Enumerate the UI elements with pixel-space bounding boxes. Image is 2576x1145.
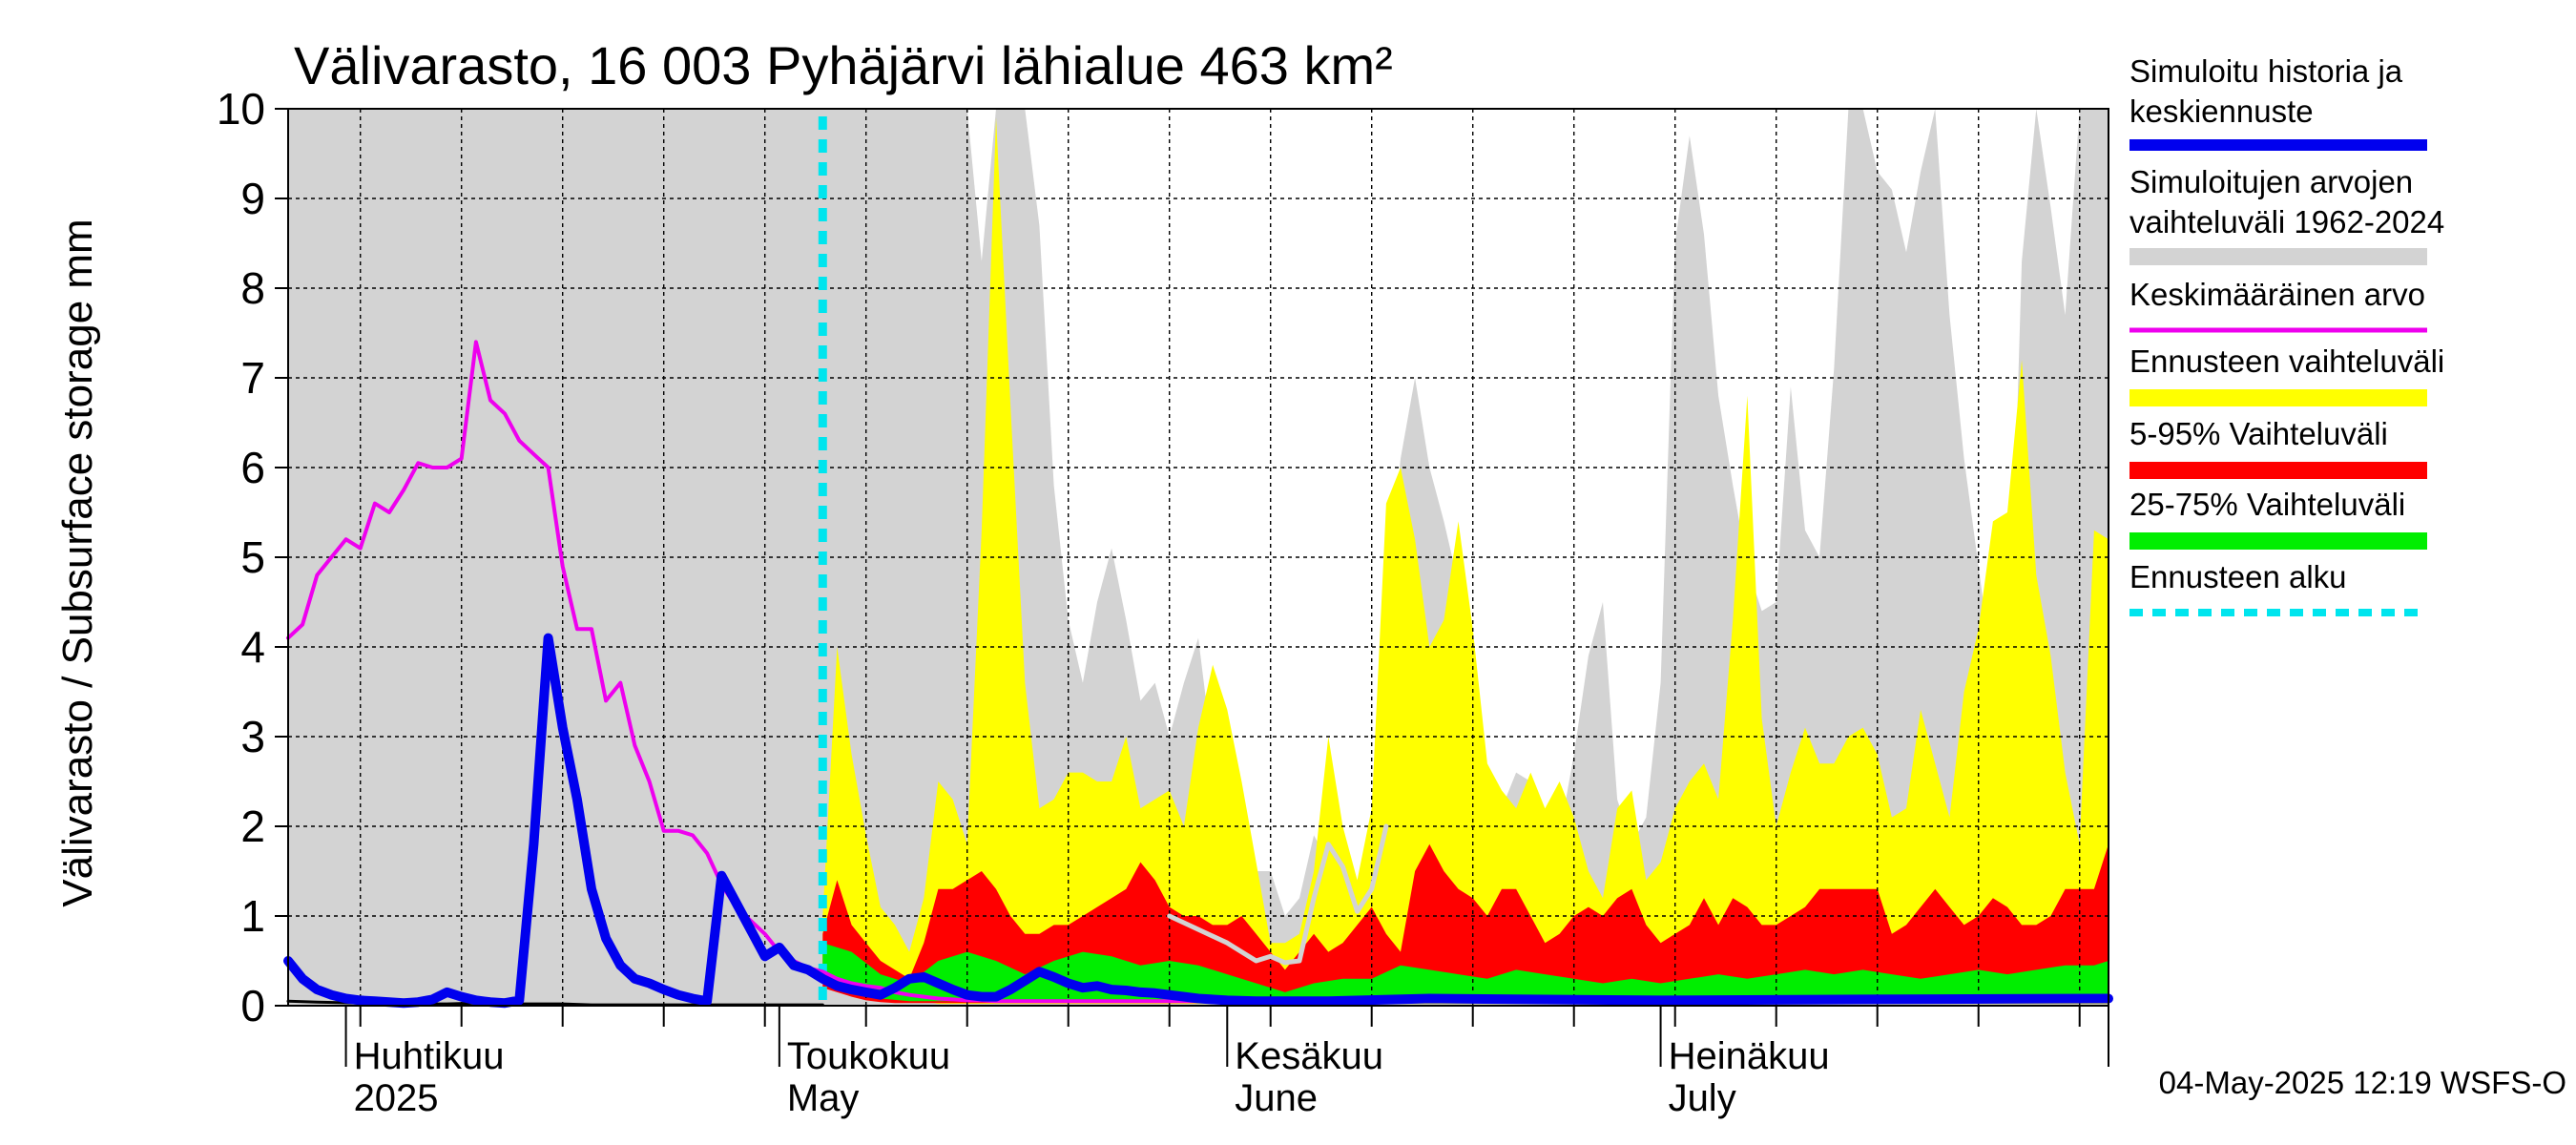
legend-sublabel-hist: vaihteluväli 1962-2024 [2129,204,2444,239]
legend-label-fc: Ennusteen vaihteluväli [2129,344,2444,379]
x-month-sublabel: May [787,1077,860,1119]
legend-label-p2575: 25-75% Vaihteluväli [2129,487,2405,522]
plot-lines [283,116,2113,1009]
legend-swatch-fc [2129,389,2427,406]
legend-label-start: Ennusteen alku [2129,559,2347,594]
legend-sublabel-sim: keskiennuste [2129,94,2314,129]
legend: Simuloitu historia ja keskiennuste Simuloi… [2129,53,2444,616]
y-tick-label: 0 [240,981,265,1030]
line-simuloitu-historia-ja-keskiennuste [283,633,2113,1009]
x-month-sublabel: 2025 [354,1077,439,1119]
line-simuloitujen-arvojen-ala-raja [1167,823,1389,966]
y-tick-label: 5 [240,532,265,582]
grid [288,109,2109,1006]
y-tick-label: 3 [240,712,265,761]
chart-title: Välivarasto, 16 003 Pyhäjärvi lähialue 4… [294,35,1393,95]
legend-label-sim: Simuloitu historia ja [2129,53,2403,89]
y-tick-label: 6 [240,443,265,492]
band-5-95-vaihteluvali [822,843,2109,1004]
band-25-75-vaihteluvali [822,943,2109,1002]
legend-label-mean: Keskimääräinen arvo [2129,277,2425,312]
y-tick-label: 2 [240,802,265,851]
legend-swatch-p2575 [2129,532,2427,550]
y-tick-label: 7 [240,353,265,403]
x-month-label: Kesäkuu [1235,1035,1383,1077]
y-tick-label: 8 [240,263,265,313]
x-month-label: Toukokuu [787,1035,950,1077]
x-month-label: Huhtikuu [354,1035,505,1077]
x-month-sublabel: June [1235,1077,1318,1119]
x-month-sublabel: July [1669,1077,1736,1119]
y-tick-label: 9 [240,174,265,223]
y-axis: 0 1 2 3 4 5 6 7 8 9 10 [217,84,288,1030]
footer-timestamp: 04-May-2025 12:19 WSFS-O [2159,1065,2566,1100]
y-tick-label: 10 [217,84,265,134]
legend-label-hist: Simuloitujen arvojen [2129,164,2413,199]
y-axis-label: Välivarasto / Subsurface storage mm [54,219,101,906]
legend-label-p595: 5-95% Vaihteluväli [2129,416,2388,451]
y-tick-label: 1 [240,891,265,941]
x-month-label: Heinäkuu [1669,1035,1830,1077]
legend-swatch-p595 [2129,462,2427,479]
band-simuloitujen-arvojen-vaihteluvali-1962-2024 [288,109,2109,1006]
y-tick-label: 4 [240,622,265,672]
legend-swatch-hist [2129,248,2427,265]
